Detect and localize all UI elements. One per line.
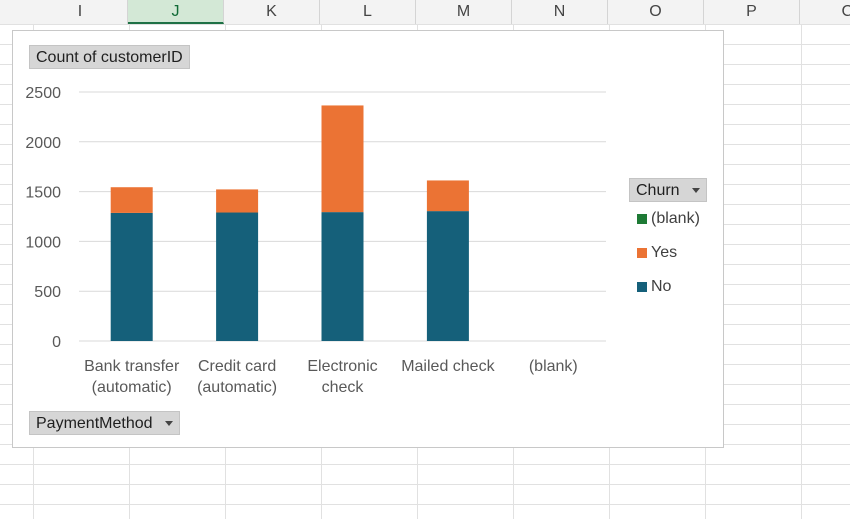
- bar-yes-2[interactable]: [321, 105, 364, 213]
- y-tick-label: 1500: [25, 185, 61, 202]
- value-field-label: Count of customerID: [36, 49, 183, 66]
- x-tick-label: (automatic): [92, 379, 172, 396]
- pivot-chart[interactable]: Count of customerID 0 500 1000 1500 2000 2500…: [12, 30, 724, 448]
- column-header[interactable]: P: [704, 0, 800, 24]
- bar-yes-3[interactable]: [426, 180, 469, 212]
- legend-item[interactable]: Yes: [637, 243, 677, 263]
- x-tick-label: (automatic): [197, 379, 277, 396]
- y-tick-label: 500: [34, 284, 61, 301]
- legend-field-label: Churn: [636, 182, 680, 199]
- x-tick-label: Electronic: [307, 358, 377, 375]
- legend-label: No: [651, 278, 672, 295]
- x-tick-label: Credit card: [198, 358, 276, 375]
- bar-yes-1[interactable]: [216, 189, 259, 213]
- value-field-button[interactable]: Count of customerID: [29, 45, 190, 69]
- x-tick-label: (blank): [529, 358, 578, 375]
- chevron-down-icon[interactable]: [691, 188, 700, 194]
- x-tick-label: check: [322, 379, 365, 396]
- column-header[interactable]: K: [224, 0, 320, 24]
- column-header[interactable]: O: [608, 0, 704, 24]
- column-header[interactable]: M: [416, 0, 512, 24]
- chevron-down-icon[interactable]: [164, 421, 173, 427]
- column-header[interactable]: C: [800, 0, 850, 24]
- bar-yes-0[interactable]: [110, 187, 153, 213]
- bar-no-3[interactable]: [426, 211, 469, 341]
- bar-no-1[interactable]: [216, 212, 259, 341]
- y-tick-label: 2500: [25, 85, 61, 102]
- legend-swatch: [637, 281, 647, 292]
- legend-item[interactable]: (blank): [637, 209, 700, 229]
- column-header[interactable]: N: [512, 0, 608, 24]
- x-tick-label: Mailed check: [401, 358, 495, 375]
- axis-field-button[interactable]: PaymentMethod: [29, 411, 180, 435]
- legend-field-button[interactable]: Churn: [629, 178, 707, 202]
- column-header[interactable]: L: [320, 0, 416, 24]
- plot-area: 0 500 1000 1500 2000 2500 Bank transfer (automa…: [25, 85, 606, 396]
- bar-no-2[interactable]: [321, 212, 364, 341]
- axis-field-label: PaymentMethod: [36, 415, 153, 432]
- column-header[interactable]: I: [33, 0, 128, 24]
- y-tick-label: 2000: [25, 135, 61, 152]
- legend-swatch: [637, 247, 647, 258]
- y-tick-label: 0: [52, 334, 61, 351]
- column-header[interactable]: J: [128, 0, 224, 24]
- legend-swatch: [637, 213, 647, 224]
- y-tick-label: 1000: [25, 234, 61, 251]
- bar-no-0[interactable]: [110, 212, 153, 341]
- x-tick-label: Bank transfer: [84, 358, 180, 375]
- legend-label: (blank): [651, 210, 700, 227]
- legend-label: Yes: [651, 244, 678, 261]
- legend-item[interactable]: No: [637, 277, 671, 297]
